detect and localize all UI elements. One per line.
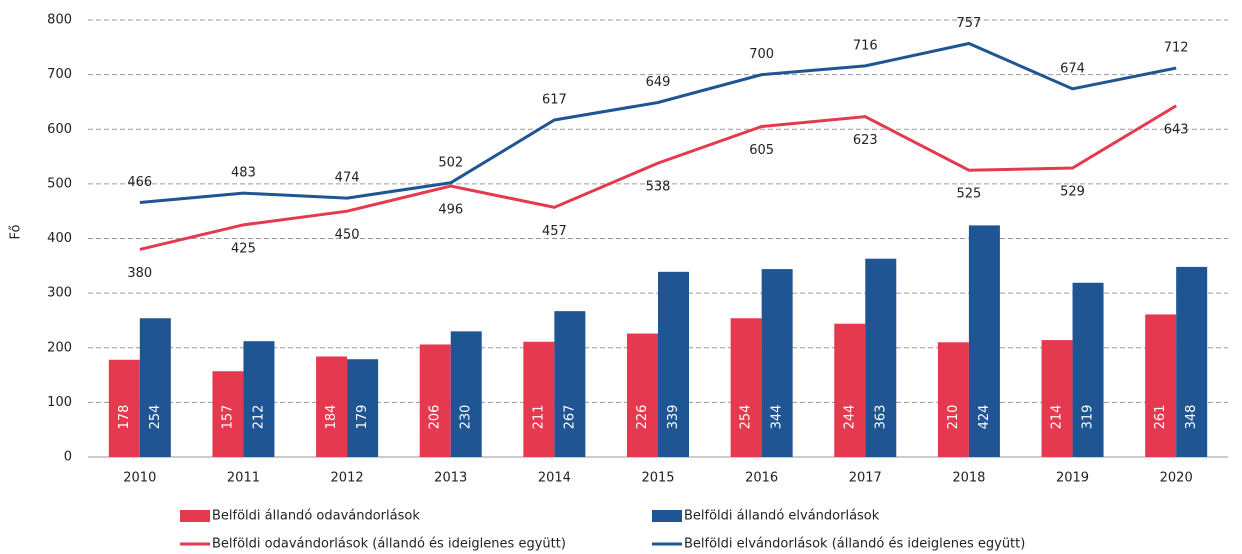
legend-label: Belföldi odavándorlások (állandó és idei… <box>212 537 566 552</box>
legend-label: Belföldi állandó elvándorlások <box>684 509 880 524</box>
line-value-label: 617 <box>542 92 567 107</box>
x-tick-label: 2011 <box>227 471 260 486</box>
y-tick-label: 400 <box>47 231 72 246</box>
legend-swatch <box>180 510 210 522</box>
bar-value-label: 211 <box>531 405 546 430</box>
line-value-label: 466 <box>127 175 152 190</box>
line-value-label: 716 <box>853 38 878 53</box>
y-axis-label: Fő <box>9 224 24 239</box>
bar <box>139 318 171 457</box>
bar <box>968 225 1000 457</box>
legend-label: Belföldi elvándorlások (állandó és ideig… <box>684 537 1025 552</box>
line-value-label: 525 <box>956 187 981 202</box>
bar-value-label: 339 <box>666 405 681 430</box>
y-tick-label: 500 <box>47 176 72 191</box>
bar <box>316 356 348 457</box>
x-tick-label: 2020 <box>1160 471 1193 486</box>
line-value-label: 649 <box>646 75 671 90</box>
line-value-label: 529 <box>1060 185 1085 200</box>
line-value-label: 483 <box>231 166 256 181</box>
y-tick-label: 700 <box>47 67 72 82</box>
line-value-label: 623 <box>853 133 878 148</box>
bar <box>243 341 275 457</box>
x-tick-label: 2015 <box>641 471 674 486</box>
line-value-label: 757 <box>956 16 981 31</box>
bar-value-label: 319 <box>1081 405 1096 430</box>
bar <box>419 344 451 457</box>
bar-value-label: 210 <box>946 405 961 430</box>
bar-value-label: 230 <box>459 405 474 430</box>
y-tick-label: 300 <box>47 286 72 301</box>
bar-value-label: 212 <box>251 405 266 430</box>
bar-value-label: 267 <box>562 405 577 430</box>
bar <box>865 258 897 457</box>
y-tick-label: 100 <box>47 395 72 410</box>
x-tick-label: 2013 <box>434 471 467 486</box>
bar-value-label: 254 <box>739 405 754 430</box>
line-value-label: 643 <box>1164 122 1189 137</box>
bar-value-label: 424 <box>977 405 992 430</box>
line-value-label: 674 <box>1060 61 1085 76</box>
bar-value-label: 226 <box>635 405 650 430</box>
y-tick-label: 800 <box>47 13 72 28</box>
bar-value-label: 214 <box>1050 405 1065 430</box>
bar <box>1176 266 1208 457</box>
line <box>139 41 1177 204</box>
line-value-label: 712 <box>1164 41 1189 56</box>
y-tick-label: 0 <box>64 450 72 465</box>
x-tick-label: 2014 <box>538 471 571 486</box>
x-tick-label: 2012 <box>331 471 364 486</box>
bar-value-label: 344 <box>770 405 785 430</box>
line-value-label: 496 <box>438 203 463 218</box>
bar-value-label: 348 <box>1184 405 1199 430</box>
x-tick-label: 2019 <box>1056 471 1089 486</box>
bar <box>212 371 244 457</box>
legend-swatch <box>652 510 682 522</box>
line-value-label: 380 <box>127 266 152 281</box>
line-value-label: 425 <box>231 241 256 256</box>
y-tick-label: 200 <box>47 340 72 355</box>
bar <box>1072 282 1104 457</box>
bar-value-label: 178 <box>117 405 132 430</box>
bar <box>937 342 969 457</box>
line-value-label: 538 <box>646 180 671 195</box>
bar <box>523 341 555 457</box>
x-tick-label: 2010 <box>123 471 156 486</box>
bar <box>1145 314 1177 457</box>
x-tick-label: 2018 <box>952 471 985 486</box>
bar-value-label: 363 <box>873 405 888 430</box>
x-tick-label: 2017 <box>849 471 882 486</box>
bar <box>834 323 866 457</box>
bar <box>1041 340 1073 457</box>
bar <box>658 271 689 457</box>
line-value-label: 605 <box>749 143 774 158</box>
x-tick-label: 2016 <box>745 471 778 486</box>
line-value-label: 474 <box>335 171 360 186</box>
bar <box>450 331 482 457</box>
bar <box>627 333 658 457</box>
bar-value-label: 254 <box>148 405 163 430</box>
bar-value-label: 261 <box>1153 405 1168 430</box>
bar <box>554 311 586 457</box>
bar <box>761 269 793 457</box>
bar-value-label: 179 <box>355 405 370 430</box>
line-value-label: 700 <box>749 47 774 62</box>
line <box>139 104 1177 251</box>
line-value-label: 502 <box>438 155 463 170</box>
bar-value-label: 244 <box>842 405 857 430</box>
bar <box>108 359 140 457</box>
line-value-label: 450 <box>335 228 360 243</box>
line-value-label: 457 <box>542 224 567 239</box>
bar-value-label: 157 <box>220 405 235 430</box>
bar <box>730 318 762 457</box>
bar-value-label: 184 <box>324 405 339 430</box>
bar <box>347 359 379 457</box>
y-tick-label: 600 <box>47 122 72 137</box>
legend-label: Belföldi állandó odavándorlások <box>212 509 420 524</box>
bar-value-label: 206 <box>428 405 443 430</box>
